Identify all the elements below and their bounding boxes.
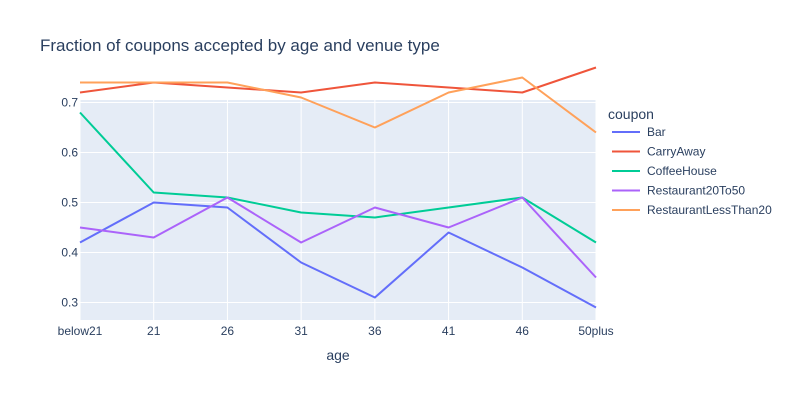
x-tick-label: below21: [58, 324, 103, 338]
y-tick-label: 0.6: [61, 146, 78, 160]
y-tick-label: 0.7: [61, 96, 78, 110]
x-tick-label: 31: [294, 324, 308, 338]
x-tick-label: 36: [368, 324, 382, 338]
x-tick-label: 41: [442, 324, 456, 338]
legend-title: coupon: [608, 106, 654, 122]
legend-item-carryaway[interactable]: CarryAway: [612, 145, 705, 159]
legend-item-coffeehouse[interactable]: CoffeeHouse: [612, 164, 717, 178]
series-line-bar: [79, 201, 597, 309]
legend-item-restaurantlessthan20[interactable]: RestaurantLessThan20: [612, 203, 772, 217]
legend-label: Restaurant20To50: [647, 184, 745, 198]
series-line-coffeehouse: [79, 111, 597, 244]
y-tick-label: 0.3: [61, 296, 78, 310]
legend-label: CoffeeHouse: [647, 164, 717, 178]
series-layer: [79, 66, 597, 309]
series-line-restaurant20to50: [79, 196, 597, 279]
legend: Bar CarryAway CoffeeHouse Restaurant20To50 R…: [612, 125, 772, 217]
series-line-carryaway: [79, 66, 597, 94]
legend-label: CarryAway: [647, 145, 705, 159]
series-line-restaurantlessthan20: [80, 76, 597, 134]
y-tick-label: 0.4: [61, 246, 78, 260]
plot-area: [80, 100, 596, 320]
chart-title: Fraction of coupons accepted by age and …: [40, 36, 440, 55]
legend-item-bar[interactable]: Bar: [612, 125, 666, 139]
x-tick-label: 21: [147, 324, 161, 338]
legend-label: Bar: [647, 125, 666, 139]
y-tick-label: 0.5: [61, 196, 78, 210]
legend-item-restaurant20to50[interactable]: Restaurant20To50: [612, 184, 745, 198]
legend-label: RestaurantLessThan20: [647, 203, 772, 217]
x-tick-label: 26: [221, 324, 235, 338]
x-axis-ticks: below21 21 26 31 36 41 46 50plus: [58, 324, 614, 338]
x-tick-label: 46: [516, 324, 530, 338]
x-tick-label: 50plus: [578, 324, 613, 338]
y-axis-ticks: 0.3 0.4 0.5 0.6 0.7: [61, 96, 78, 310]
x-axis-title: age: [326, 347, 350, 363]
